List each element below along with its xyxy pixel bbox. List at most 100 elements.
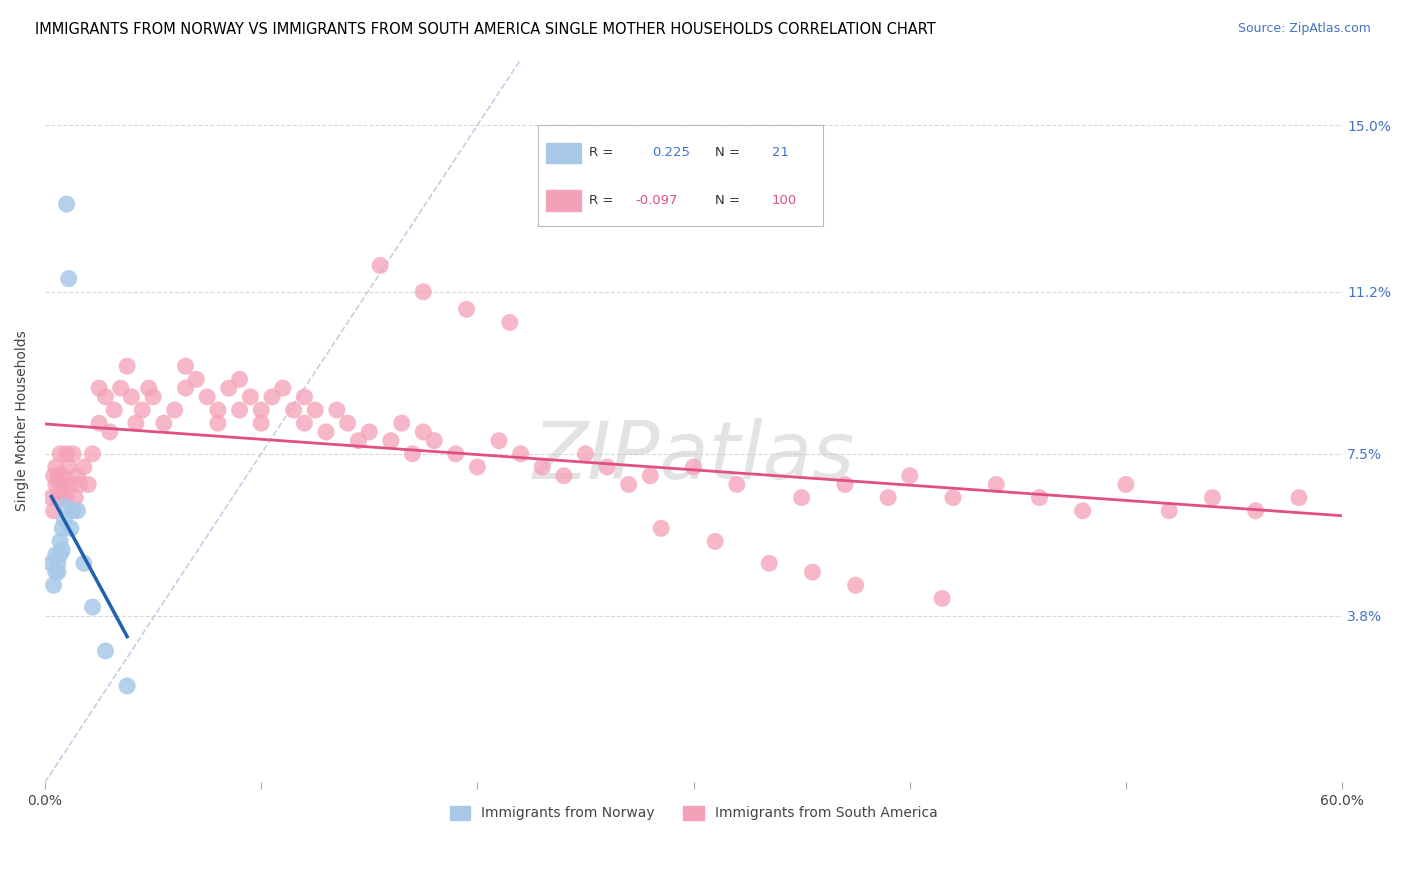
Point — [218, 381, 240, 395]
Point — [51, 468, 73, 483]
Point — [239, 390, 262, 404]
Point — [456, 302, 478, 317]
Point — [467, 460, 489, 475]
Point — [73, 460, 96, 475]
Point — [228, 403, 250, 417]
Point — [131, 403, 153, 417]
Point — [153, 416, 176, 430]
Point — [120, 390, 142, 404]
Point — [51, 521, 73, 535]
Point — [42, 468, 65, 483]
Text: Source: ZipAtlas.com: Source: ZipAtlas.com — [1237, 22, 1371, 36]
Point — [1028, 491, 1050, 505]
Point — [66, 468, 89, 483]
Point — [174, 359, 197, 374]
Point — [73, 557, 96, 571]
Point — [412, 425, 434, 439]
Point — [283, 403, 305, 417]
Point — [1244, 504, 1267, 518]
Point — [1115, 477, 1137, 491]
Point — [650, 521, 672, 535]
Point — [509, 447, 531, 461]
Point — [359, 425, 381, 439]
Point — [499, 315, 522, 329]
Point — [574, 447, 596, 461]
Point — [986, 477, 1008, 491]
Point — [423, 434, 446, 448]
Point — [142, 390, 165, 404]
Point — [790, 491, 813, 505]
Point — [58, 460, 80, 475]
Point — [163, 403, 186, 417]
Point — [380, 434, 402, 448]
Point — [898, 468, 921, 483]
Point — [271, 381, 294, 395]
Point — [66, 504, 89, 518]
Text: ZIPatlas: ZIPatlas — [533, 418, 855, 496]
Point — [46, 491, 69, 505]
Point — [49, 477, 72, 491]
Point — [931, 591, 953, 606]
Point — [1159, 504, 1181, 518]
Point — [1071, 504, 1094, 518]
Point — [758, 557, 780, 571]
Point — [195, 390, 218, 404]
Point — [801, 565, 824, 579]
Point — [42, 578, 65, 592]
Point — [315, 425, 337, 439]
Point — [94, 390, 117, 404]
Point — [1288, 491, 1310, 505]
Point — [46, 468, 69, 483]
Point — [336, 416, 359, 430]
Point — [115, 359, 138, 374]
Point — [834, 477, 856, 491]
Point — [45, 460, 67, 475]
Point — [294, 390, 316, 404]
Point — [41, 491, 63, 505]
Point — [45, 477, 67, 491]
Point — [82, 600, 104, 615]
Point — [82, 447, 104, 461]
Point — [45, 565, 67, 579]
Point — [55, 197, 77, 211]
Point — [207, 416, 229, 430]
Point — [260, 390, 283, 404]
Point — [87, 416, 110, 430]
Point — [125, 416, 148, 430]
Point — [77, 477, 100, 491]
Point — [531, 460, 554, 475]
Point — [53, 512, 76, 526]
Point — [103, 403, 125, 417]
Y-axis label: Single Mother Households: Single Mother Households — [15, 331, 30, 511]
Point — [391, 416, 413, 430]
Point — [49, 548, 72, 562]
Point — [49, 534, 72, 549]
Point — [53, 500, 76, 514]
Text: IMMIGRANTS FROM NORWAY VS IMMIGRANTS FROM SOUTH AMERICA SINGLE MOTHER HOUSEHOLDS: IMMIGRANTS FROM NORWAY VS IMMIGRANTS FRO… — [35, 22, 936, 37]
Point — [87, 381, 110, 395]
Point — [62, 447, 84, 461]
Point — [725, 477, 748, 491]
Point — [55, 491, 77, 505]
Point — [444, 447, 467, 461]
Point — [115, 679, 138, 693]
Point — [42, 504, 65, 518]
Point — [682, 460, 704, 475]
Point — [65, 491, 87, 505]
Point — [69, 477, 91, 491]
Point — [877, 491, 900, 505]
Point — [368, 259, 391, 273]
Point — [59, 521, 82, 535]
Point — [55, 447, 77, 461]
Point — [59, 477, 82, 491]
Point — [1201, 491, 1223, 505]
Point — [46, 565, 69, 579]
Point — [553, 468, 575, 483]
Point — [53, 477, 76, 491]
Point — [98, 425, 121, 439]
Point — [45, 548, 67, 562]
Point — [401, 447, 423, 461]
Point — [845, 578, 868, 592]
Point — [250, 403, 273, 417]
Point — [110, 381, 132, 395]
